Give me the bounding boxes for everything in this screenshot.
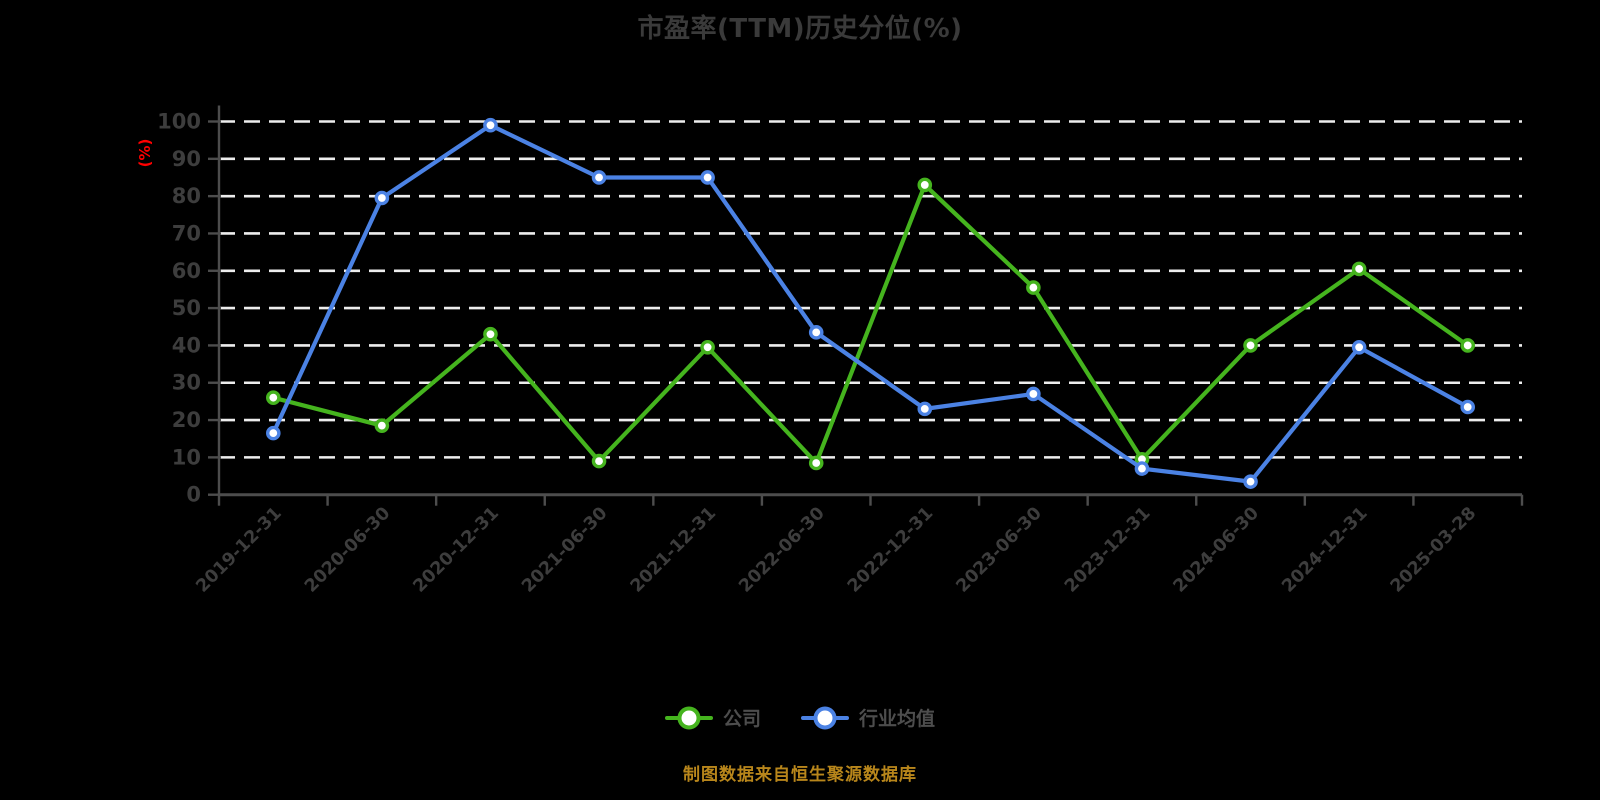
svg-text:80: 80: [172, 184, 201, 208]
svg-text:2021-06-30: 2021-06-30: [518, 503, 611, 596]
chart-legend: 公司 行业均值: [0, 704, 1600, 731]
data-point: [1460, 338, 1476, 353]
data-point: [1134, 461, 1150, 476]
svg-text:2020-12-31: 2020-12-31: [410, 503, 503, 596]
legend-item-company[interactable]: 公司: [664, 704, 761, 731]
svg-text:70: 70: [172, 221, 201, 245]
data-point: [483, 117, 498, 133]
data-point: [1243, 338, 1258, 353]
svg-text:2020-06-30: 2020-06-30: [301, 503, 394, 596]
chart-title: 市盈率(TTM)历史分位(%): [637, 14, 963, 44]
data-point: [808, 455, 824, 471]
data-point: [265, 425, 281, 441]
legend-label-company: 公司: [722, 708, 761, 730]
series-0: [265, 177, 1476, 471]
svg-text:2024-12-31: 2024-12-31: [1278, 503, 1371, 596]
data-point: [374, 418, 390, 433]
svg-text:50: 50: [172, 296, 201, 320]
data-point: [1460, 399, 1476, 415]
series-1: [265, 117, 1476, 489]
data-point: [1026, 386, 1041, 402]
svg-text:2023-06-30: 2023-06-30: [953, 503, 1046, 596]
data-source-note: 制图数据来自恒生聚源数据库: [683, 765, 917, 785]
svg-text:10: 10: [172, 445, 201, 469]
svg-text:2024-06-30: 2024-06-30: [1170, 503, 1263, 596]
svg-text:2022-06-30: 2022-06-30: [735, 503, 828, 596]
data-point: [591, 453, 607, 469]
svg-text:20: 20: [172, 408, 201, 432]
svg-text:40: 40: [172, 333, 201, 357]
data-point: [1026, 280, 1041, 295]
svg-text:90: 90: [172, 147, 201, 171]
svg-text:2025-03-28: 2025-03-28: [1387, 503, 1480, 596]
legend-circle-icon: [813, 706, 837, 729]
legend-circle-icon: [677, 706, 701, 729]
data-point: [1351, 339, 1367, 355]
data-point: [808, 325, 824, 340]
data-point: [265, 390, 281, 405]
svg-text:0: 0: [186, 483, 201, 507]
data-point: [917, 401, 933, 417]
svg-text:30: 30: [172, 371, 201, 395]
data-point: [374, 190, 390, 206]
svg-text:2022-12-31: 2022-12-31: [844, 503, 937, 596]
x-axis-labels: 2019-12-31 2020-06-30 2020-12-31 2021-06-30…: [193, 503, 1481, 596]
company-series-marker-icon: [664, 706, 713, 730]
legend-label-industry-average: 行业均值: [859, 708, 936, 730]
svg-text:100: 100: [157, 110, 201, 134]
data-point: [1351, 261, 1367, 277]
data-point: [483, 326, 498, 342]
data-point: [591, 170, 607, 185]
data-point: [1243, 474, 1258, 489]
svg-text:60: 60: [172, 259, 201, 283]
svg-text:2021-12-31: 2021-12-31: [627, 503, 720, 596]
svg-text:2019-12-31: 2019-12-31: [193, 503, 286, 596]
svg-text:2023-12-31: 2023-12-31: [1061, 503, 1154, 596]
axes: 0 10 20 30 40 50 60 70 80 90 100: [157, 105, 1524, 507]
data-point: [700, 339, 715, 355]
legend-item-industry-average[interactable]: 行业均值: [801, 704, 935, 731]
industry-series-marker-icon: [801, 706, 849, 730]
line-chart-canvas: 0 10 20 30 40 50 60 70 80 90 100 2019-12-31 2020-06-…: [136, 105, 1524, 597]
y-axis-unit-label: (%): [136, 139, 154, 168]
data-point: [700, 170, 715, 185]
data-point: [917, 177, 933, 193]
